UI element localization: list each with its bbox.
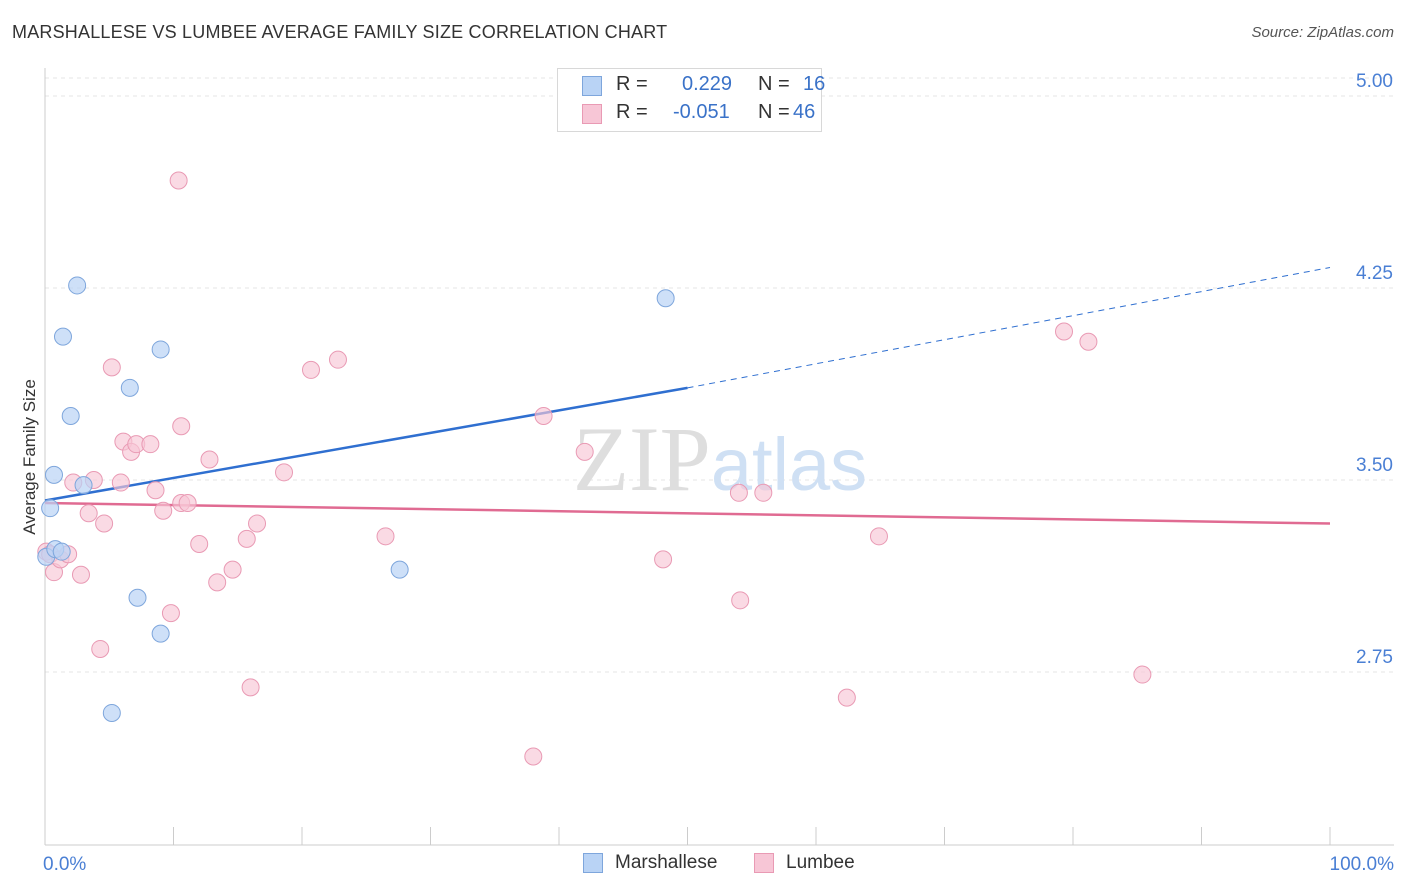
legend-r-label: R = bbox=[616, 73, 648, 95]
x-tick-label-max: 100.0% bbox=[1330, 854, 1395, 875]
marshallese-point bbox=[390, 560, 409, 579]
lumbee-point bbox=[154, 501, 173, 520]
legend-n-label: N = bbox=[758, 73, 790, 95]
lumbee-point bbox=[71, 565, 90, 584]
lumbee-point bbox=[754, 483, 773, 502]
lumbee-point bbox=[79, 504, 98, 523]
lumbee-point bbox=[731, 591, 750, 610]
marshallese-point bbox=[74, 476, 93, 495]
lumbee-point bbox=[146, 481, 165, 500]
lumbee-point bbox=[534, 407, 553, 425]
lumbee-swatch bbox=[582, 104, 602, 124]
y-axis-label: Average Family Size bbox=[20, 379, 39, 535]
grid-lines bbox=[45, 77, 1394, 673]
marshallese-point bbox=[41, 499, 60, 518]
watermark: ZIPatlas bbox=[573, 408, 867, 510]
lumbee-point bbox=[575, 442, 594, 461]
marshallese-trend-line bbox=[44, 386, 688, 502]
lumbee-point bbox=[190, 535, 209, 553]
lumbee-trend-line bbox=[44, 501, 1331, 525]
lumbee-point bbox=[524, 747, 543, 766]
lumbee-point bbox=[654, 550, 673, 569]
axes bbox=[44, 68, 1394, 846]
lumbee-point bbox=[301, 360, 320, 379]
marshallese-point bbox=[68, 276, 87, 295]
lumbee-point bbox=[1079, 332, 1098, 351]
legend-n-label: N = bbox=[758, 101, 790, 123]
lumbee-point bbox=[328, 350, 347, 369]
lumbee-point bbox=[275, 463, 294, 482]
x-tick-label-min: 0.0% bbox=[43, 854, 86, 875]
lumbee-point bbox=[729, 483, 748, 502]
lumbee-point bbox=[1055, 322, 1074, 341]
marshallese-point bbox=[120, 378, 139, 397]
lumbee-point bbox=[1133, 665, 1152, 684]
lumbee-point bbox=[91, 639, 110, 658]
lumbee-point bbox=[102, 358, 121, 377]
lumbee-swatch bbox=[754, 853, 774, 873]
marshallese-point bbox=[44, 465, 63, 484]
y-tick-label: 3.50 bbox=[1356, 455, 1393, 476]
marshallese-point bbox=[656, 289, 675, 308]
lumbee-point bbox=[200, 450, 219, 469]
chart-title: MARSHALLESE VS LUMBEE AVERAGE FAMILY SIZ… bbox=[12, 22, 668, 42]
lumbee-point bbox=[178, 494, 197, 513]
y-tick-label: 2.75 bbox=[1356, 647, 1393, 668]
source-label: Source: ZipAtlas.com bbox=[1251, 24, 1394, 41]
correlation-legend: R = 0.229 N = 16 R = -0.051 N = 46 bbox=[557, 68, 826, 132]
marshallese-point bbox=[128, 588, 147, 607]
lumbee-point bbox=[241, 678, 260, 697]
marshallese-trend-extension bbox=[687, 267, 1331, 389]
lumbee-point bbox=[869, 527, 888, 546]
lumbee-point bbox=[95, 514, 114, 533]
marshallese-swatch bbox=[583, 853, 603, 873]
legend-n-value: 16 bbox=[803, 73, 826, 95]
lumbee-point bbox=[208, 573, 227, 592]
lumbee-point bbox=[172, 417, 191, 436]
lumbee-point bbox=[376, 527, 395, 546]
lumbee-point bbox=[237, 529, 256, 548]
legend-r-label: R = bbox=[616, 101, 648, 123]
marshallese-swatch bbox=[582, 76, 602, 96]
trend-lines bbox=[44, 267, 1331, 525]
lumbee-point bbox=[223, 560, 242, 579]
marshallese-legend-label: Marshallese bbox=[615, 852, 718, 873]
legend-r-value: 0.229 bbox=[682, 73, 733, 95]
legend-r-value: -0.051 bbox=[673, 101, 730, 123]
marshallese-point bbox=[61, 407, 80, 425]
lumbee-point bbox=[169, 171, 188, 190]
lumbee-point bbox=[141, 435, 160, 454]
lumbee-point bbox=[161, 604, 180, 623]
marshallese-point bbox=[102, 703, 121, 722]
lumbee-point bbox=[837, 688, 856, 707]
marshallese-point bbox=[151, 340, 170, 359]
lumbee-point bbox=[111, 473, 130, 492]
y-tick-label: 5.00 bbox=[1356, 71, 1393, 92]
marshallese-point bbox=[53, 327, 72, 346]
y-tick-labels: 2.75 3.50 4.25 5.00 bbox=[1356, 71, 1393, 668]
lumbee-point bbox=[248, 514, 267, 533]
marshallese-point bbox=[52, 542, 71, 561]
lumbee-legend-label: Lumbee bbox=[786, 852, 855, 873]
data-points bbox=[37, 171, 1152, 766]
marshallese-point bbox=[151, 624, 170, 643]
legend-n-value: 46 bbox=[793, 101, 816, 123]
y-tick-label: 4.25 bbox=[1356, 263, 1393, 284]
